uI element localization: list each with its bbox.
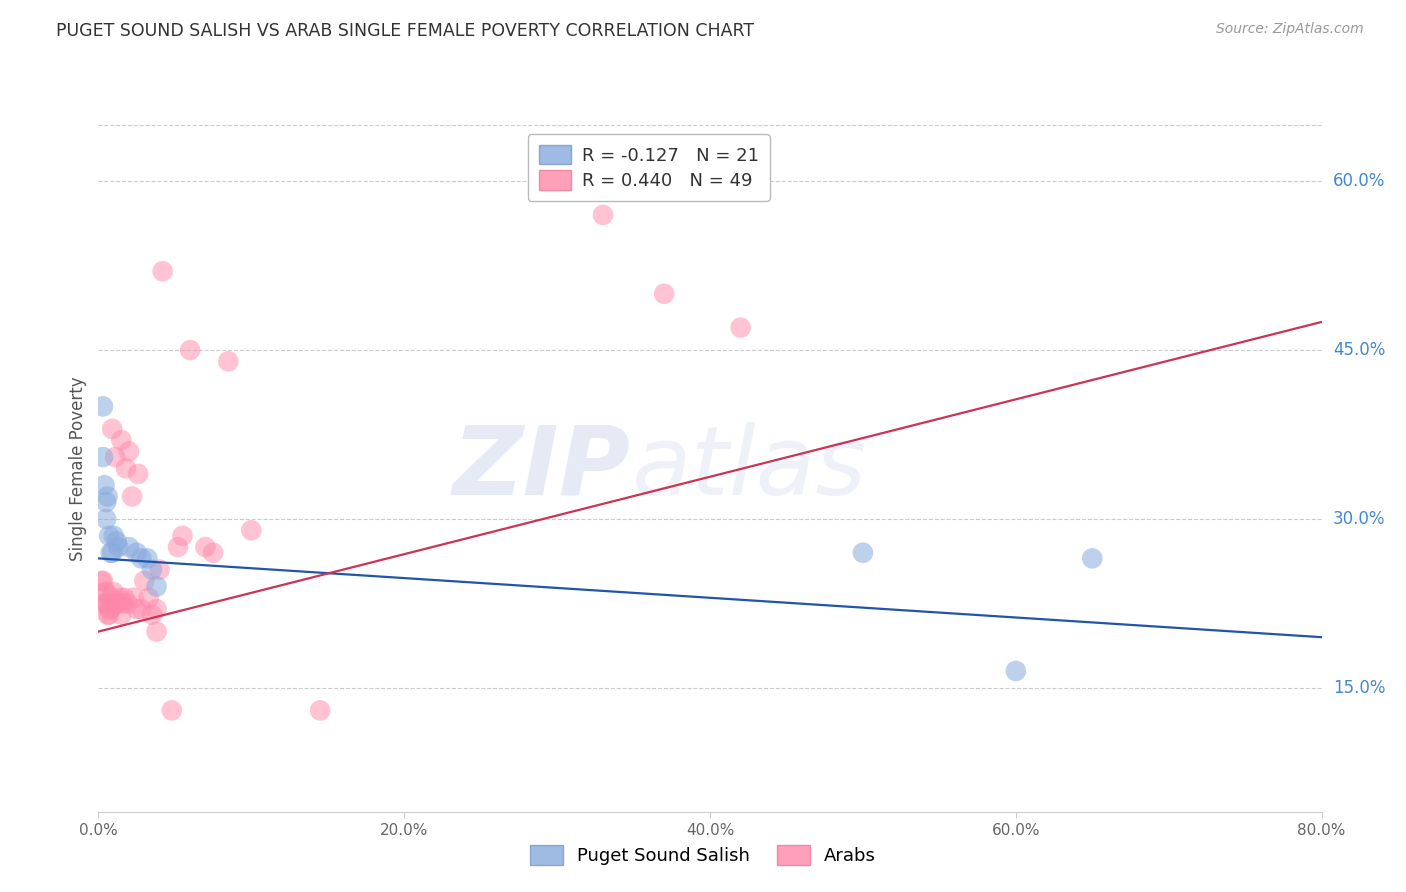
Point (125, 546, 148, 560)
Point (103, 529, 125, 543)
Point (122, 591, 145, 605)
Text: PUGET SOUND SALISH VS ARAB SINGLE FEMALE POVERTY CORRELATION CHART: PUGET SOUND SALISH VS ARAB SINGLE FEMALE… (56, 22, 755, 40)
Point (125, 602, 148, 616)
Point (98, 602, 121, 616)
Point (100, 546, 122, 560)
Point (97, 490, 120, 504)
Point (91, 450, 114, 464)
Point (167, 540, 190, 554)
Point (98, 607, 121, 622)
Point (217, 354, 239, 368)
Point (103, 585, 125, 599)
Point (592, 208, 614, 222)
Point (172, 529, 194, 543)
Point (98, 529, 121, 543)
Text: Source: ZipAtlas.com: Source: ZipAtlas.com (1216, 22, 1364, 37)
Y-axis label: Single Female Poverty: Single Female Poverty (69, 376, 87, 560)
Text: atlas: atlas (630, 422, 866, 515)
Point (91, 400, 114, 414)
Point (94, 512, 117, 526)
Point (101, 546, 124, 560)
Point (93, 585, 115, 599)
Point (110, 607, 132, 622)
Point (108, 591, 131, 605)
Point (111, 596, 134, 610)
Point (118, 540, 141, 554)
Point (129, 551, 152, 566)
Point (94, 585, 117, 599)
Point (105, 534, 128, 549)
Point (105, 596, 128, 610)
Point (127, 467, 149, 481)
Point (115, 461, 138, 475)
Point (100, 591, 122, 605)
Point (117, 596, 139, 610)
Text: 45.0%: 45.0% (1333, 341, 1385, 359)
Point (160, 703, 183, 717)
Text: 60.0%: 60.0% (1333, 172, 1385, 190)
Point (652, 286, 675, 301)
Point (141, 563, 163, 577)
Point (91, 574, 114, 588)
Point (179, 343, 201, 357)
Point (145, 602, 167, 616)
Point (93, 478, 115, 492)
Point (309, 703, 332, 717)
Point (94, 495, 117, 509)
Point (136, 551, 159, 566)
Point (90, 574, 112, 588)
Point (145, 624, 167, 639)
Point (1081, 551, 1104, 566)
Point (141, 607, 163, 622)
Text: 30.0%: 30.0% (1333, 510, 1385, 528)
Legend: Puget Sound Salish, Arabs: Puget Sound Salish, Arabs (522, 836, 884, 874)
Point (202, 546, 225, 560)
Point (852, 546, 875, 560)
Point (134, 574, 156, 588)
Text: 15.0%: 15.0% (1333, 679, 1385, 697)
Point (100, 602, 122, 616)
Point (97, 596, 120, 610)
Point (118, 444, 141, 458)
Point (94, 596, 117, 610)
Point (97, 607, 120, 622)
Point (107, 596, 129, 610)
Point (194, 540, 217, 554)
Point (240, 523, 263, 537)
Point (138, 591, 160, 605)
Point (152, 264, 174, 278)
Point (145, 580, 167, 594)
Point (107, 540, 129, 554)
Point (110, 433, 132, 447)
Point (129, 602, 152, 616)
Point (1004, 664, 1026, 678)
Point (104, 450, 127, 464)
Point (93, 596, 115, 610)
Point (730, 320, 752, 334)
Point (121, 490, 143, 504)
Point (149, 563, 172, 577)
Legend: R = -0.127   N = 21, R = 0.440   N = 49: R = -0.127 N = 21, R = 0.440 N = 49 (527, 134, 770, 201)
Text: ZIP: ZIP (453, 422, 630, 515)
Point (112, 591, 135, 605)
Point (101, 422, 124, 436)
